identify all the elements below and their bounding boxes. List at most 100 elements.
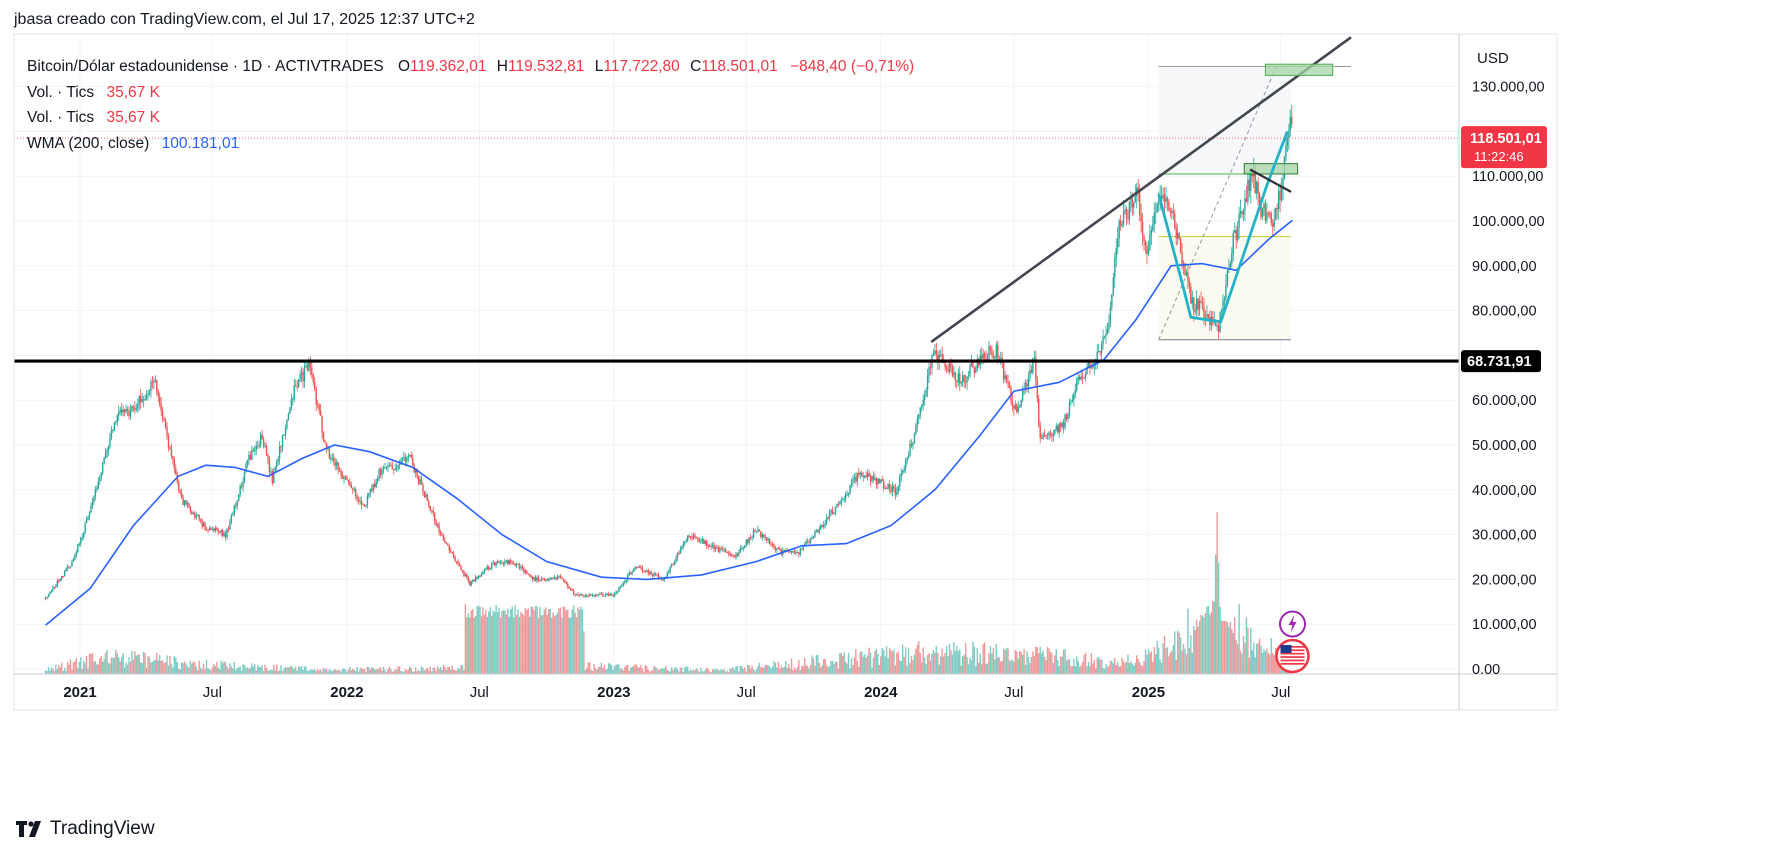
volume-bar: [609, 663, 611, 674]
wma-line: [45, 219, 1293, 626]
candle-body: [925, 389, 927, 396]
volume-bar: [87, 668, 89, 674]
volume-bar: [882, 649, 885, 674]
candle-body: [761, 534, 764, 538]
volume-bar: [1204, 613, 1207, 674]
candle-body: [458, 564, 461, 566]
volume-bar: [866, 655, 869, 674]
volume-bar: [1191, 652, 1194, 674]
candle-body: [632, 569, 635, 572]
candle-body: [230, 515, 233, 522]
volume-bar: [101, 661, 104, 674]
candle-body: [828, 512, 831, 518]
price-tick-label: 130.000,00: [1472, 80, 1545, 96]
volume-bar: [88, 653, 91, 674]
volume-bar: [439, 666, 442, 674]
volume-bar: [940, 656, 942, 674]
candle-body: [571, 589, 573, 591]
volume-bar: [641, 668, 644, 674]
candle-body: [374, 484, 376, 487]
candle-body: [296, 386, 298, 388]
candle-body: [526, 570, 528, 574]
legend-volume-row-1[interactable]: Vol. · Tics 35,67 K: [27, 80, 914, 106]
candle-body: [919, 407, 921, 415]
volume-bar: [1070, 666, 1072, 674]
legend-wma-row[interactable]: WMA (200, close) 100.181,01: [27, 131, 914, 157]
volume-bar: [553, 616, 556, 674]
us-flag-event-icon: [1275, 638, 1310, 674]
volume-bar: [959, 649, 961, 674]
volume-bar: [1220, 620, 1223, 674]
volume-bar: [926, 655, 929, 674]
candle-body: [280, 446, 282, 448]
volume-bar: [71, 669, 73, 674]
volume-bar: [1077, 660, 1079, 674]
legend-low: 117.722,80: [603, 58, 680, 75]
candle-body: [1019, 406, 1021, 408]
volume-bar: [371, 667, 373, 674]
volume-bar: [78, 661, 80, 674]
volume-bar: [378, 667, 380, 674]
volume-bar: [1184, 648, 1186, 674]
candle-body: [1169, 210, 1172, 213]
candle-body: [966, 376, 968, 383]
volume-bar: [123, 667, 126, 674]
candle-body: [872, 476, 875, 480]
candle-body: [156, 379, 158, 392]
candle-body: [486, 566, 489, 570]
volume-bar: [180, 662, 183, 674]
candle-body: [375, 481, 377, 487]
volume-bar: [322, 668, 325, 674]
wma-200-line: [45, 219, 1293, 626]
candle-body: [58, 580, 60, 582]
candle-body: [88, 512, 91, 517]
volume-bar: [359, 668, 361, 674]
volume-bar: [776, 667, 778, 674]
candle-body: [1071, 400, 1074, 402]
candle-body: [1156, 204, 1158, 213]
volume-bar: [628, 671, 630, 674]
volume-bar: [679, 667, 682, 674]
candle-body: [586, 595, 588, 597]
volume-bar: [884, 656, 886, 674]
volume-bar: [836, 661, 838, 674]
volume-bar: [69, 659, 72, 674]
candle-body: [793, 551, 796, 554]
volume-bar: [243, 665, 246, 674]
candle-body: [1195, 298, 1198, 311]
candle-body: [407, 455, 410, 458]
candle-body: [74, 554, 76, 560]
candle-body: [969, 365, 971, 376]
volume-bar: [394, 668, 396, 674]
candle-body: [624, 581, 626, 583]
volume-bar: [704, 669, 706, 674]
volume-bar: [754, 671, 756, 674]
tradingview-logo[interactable]: TradingView: [16, 818, 155, 840]
legend-volume-row-2[interactable]: Vol. · Tics 35,67 K: [27, 105, 914, 131]
candle-body: [1137, 187, 1139, 192]
volume-bar: [265, 667, 268, 674]
candle-body: [871, 476, 873, 482]
flag-canton: [1280, 645, 1292, 653]
candle-body: [1247, 179, 1249, 202]
candle-body: [720, 548, 723, 550]
volume-bar: [1001, 660, 1003, 674]
candle-body: [397, 464, 399, 469]
candle-body: [452, 553, 455, 558]
volume-bar: [115, 649, 117, 674]
volume-bar: [1005, 647, 1008, 674]
candle-body: [240, 485, 243, 488]
candle-body: [521, 566, 524, 569]
volume-bar: [923, 657, 926, 674]
candle-body: [679, 549, 682, 554]
candle-body: [546, 579, 549, 581]
candle-body: [555, 577, 557, 580]
candle-body: [612, 595, 614, 597]
candle-body: [833, 512, 835, 514]
volume-bar: [510, 609, 512, 674]
candle-body: [568, 586, 570, 589]
candle-body: [126, 409, 129, 411]
candle-body: [909, 443, 911, 456]
candle-body: [716, 547, 718, 549]
